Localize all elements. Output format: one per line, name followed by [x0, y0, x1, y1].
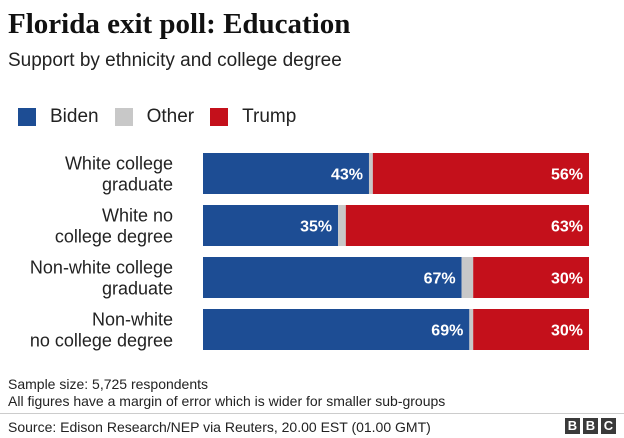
sample-size-note: Sample size: 5,725 respondents	[8, 376, 209, 392]
data-label-trump: 63%	[551, 219, 583, 236]
legend-item-trump: Trump	[210, 106, 296, 128]
bar-segment-biden	[203, 309, 470, 350]
bar-segment-other	[461, 257, 474, 298]
data-label-biden: 43%	[331, 167, 363, 184]
category-label: Non-white college graduate	[30, 258, 173, 299]
legend-swatch-trump	[210, 108, 229, 126]
bar-segment-trump	[473, 257, 589, 298]
category-label: Non-white no college degree	[30, 310, 173, 351]
data-label-trump: 30%	[551, 271, 583, 288]
legend-swatch-biden	[18, 108, 36, 126]
data-label-trump: 56%	[551, 167, 583, 184]
bar-segment-biden	[203, 153, 369, 194]
bar-segment-trump	[372, 153, 589, 194]
bar-segment-other	[469, 309, 474, 350]
bbc-logo-letter: B	[565, 418, 580, 434]
legend-swatch-other	[114, 108, 133, 126]
category-label: White college graduate	[65, 154, 173, 195]
data-label-biden: 67%	[424, 271, 456, 288]
legend-item-biden: Biden	[18, 106, 99, 128]
bar-segment-trump	[473, 309, 589, 350]
category-label: White no college degree	[55, 206, 173, 247]
source-note: Source: Edison Research/NEP via Reuters,…	[8, 419, 431, 435]
bar-segment-other	[368, 153, 373, 194]
chart-title: Florida exit poll: Education	[8, 8, 351, 40]
legend-label-biden: Biden	[50, 106, 99, 127]
data-label-biden: 35%	[300, 219, 332, 236]
bbc-logo-letter: C	[601, 418, 616, 434]
data-label-biden: 69%	[431, 323, 463, 340]
stacked-bar-chart: White college graduate 43% 56% White no colle…	[30, 153, 589, 351]
legend-label-other: Other	[146, 106, 195, 127]
margin-of-error-note: All figures have a margin of error which…	[8, 393, 446, 409]
legend-label-trump: Trump	[242, 106, 297, 127]
bbc-logo-letter: B	[583, 418, 598, 434]
bar-segment-other	[338, 205, 346, 246]
legend: Biden Other Trump	[18, 106, 312, 128]
footer-divider	[0, 413, 624, 414]
legend-item-other: Other	[114, 106, 195, 128]
data-label-trump: 30%	[551, 323, 583, 340]
chart-subtitle: Support by ethnicity and college degree	[8, 50, 342, 71]
bbc-logo: B B C	[565, 418, 616, 434]
bar-segment-trump	[345, 205, 589, 246]
bar-segment-biden	[203, 205, 339, 246]
bar-segment-biden	[203, 257, 462, 298]
